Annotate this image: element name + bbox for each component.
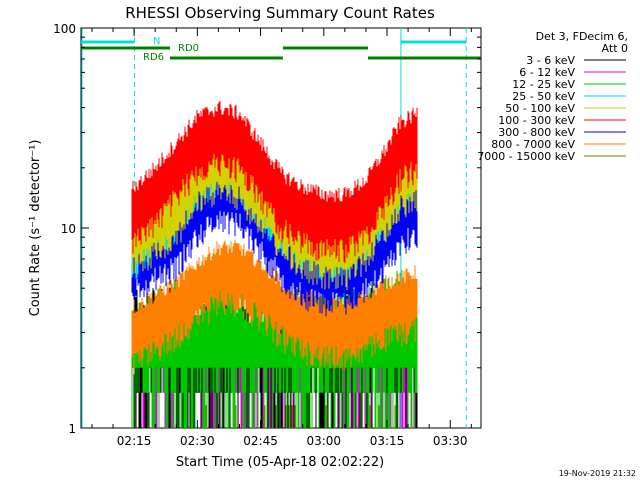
annotation-rd0: RD0 bbox=[178, 43, 199, 54]
y-tick-label: 1 bbox=[68, 422, 76, 436]
series-trace bbox=[131, 239, 418, 375]
legend-label: 7000 - 15000 keV bbox=[477, 150, 575, 163]
legend-header-line-1: Det 3, FDecim 6, bbox=[536, 30, 628, 43]
legend-label: 3 - 6 keV bbox=[526, 54, 575, 67]
annotation-rd6: RD6 bbox=[143, 52, 164, 63]
legend-label: 12 - 25 keV bbox=[512, 78, 575, 91]
timestamp: 19-Nov-2019 21:32 bbox=[559, 469, 636, 478]
x-tick-label: 03:00 bbox=[306, 434, 341, 448]
y-tick-label: 10 bbox=[61, 222, 76, 236]
chart-title: RHESSI Observing Summary Count Rates bbox=[125, 4, 435, 22]
legend-label: 100 - 300 keV bbox=[498, 114, 575, 127]
x-tick-label: 02:15 bbox=[117, 434, 152, 448]
flag-bars: N RD0 RD6 bbox=[81, 36, 481, 63]
series-trace bbox=[131, 100, 418, 264]
legend-label: 25 - 50 keV bbox=[512, 90, 575, 103]
legend-label: 300 - 800 keV bbox=[498, 126, 575, 139]
x-tick-label: 03:30 bbox=[433, 434, 468, 448]
y-axis-label: Count Rate (s⁻¹ detector⁻¹) bbox=[28, 140, 43, 317]
legend-label: 800 - 7000 keV bbox=[491, 138, 575, 151]
axes-group: 02:15 02:30 02:45 03:00 03:15 03:30 1 10 100 bbox=[53, 22, 481, 448]
series-group bbox=[131, 100, 418, 428]
legend-label: 50 - 100 keV bbox=[505, 102, 575, 115]
annotation-n: N bbox=[153, 36, 160, 47]
x-tick-label: 02:45 bbox=[243, 434, 278, 448]
series-7 bbox=[131, 239, 418, 375]
x-tick-label: 03:15 bbox=[370, 434, 405, 448]
y-tick-label: 100 bbox=[53, 22, 76, 36]
series-5 bbox=[131, 100, 418, 264]
x-axis-label: Start Time (05-Apr-18 02:02:22) bbox=[176, 455, 384, 470]
legend-header-line-2: Att 0 bbox=[602, 42, 628, 55]
x-tick-label: 02:30 bbox=[180, 434, 215, 448]
legend-label: 6 - 12 keV bbox=[519, 66, 575, 79]
